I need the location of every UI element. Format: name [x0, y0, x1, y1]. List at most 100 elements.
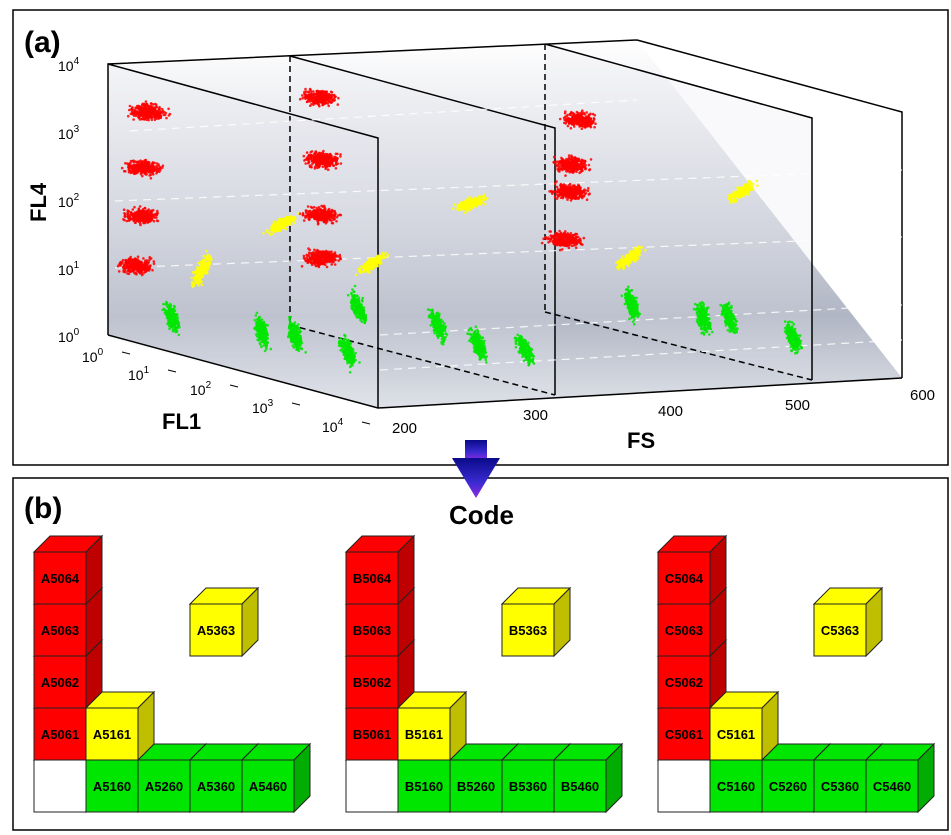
point: [284, 227, 288, 231]
point: [133, 267, 136, 270]
point: [321, 91, 325, 95]
point: [567, 240, 570, 243]
point: [465, 203, 469, 207]
point: [615, 261, 618, 264]
point: [141, 174, 144, 178]
point: [312, 251, 315, 254]
point: [142, 213, 146, 217]
point: [330, 250, 333, 253]
point: [161, 166, 164, 169]
point: [152, 260, 156, 263]
point: [628, 260, 631, 263]
point: [585, 111, 588, 114]
point: [151, 103, 155, 106]
point: [339, 153, 342, 156]
point: [337, 96, 340, 100]
point: [200, 265, 203, 268]
point: [566, 187, 569, 190]
point: [570, 163, 573, 167]
point: [317, 264, 320, 268]
point: [337, 259, 340, 262]
point: [120, 166, 124, 170]
point: [322, 252, 325, 256]
point: [473, 196, 476, 200]
point: [281, 218, 285, 221]
point: [272, 220, 276, 223]
point: [309, 261, 313, 264]
point: [191, 270, 195, 274]
point: [325, 265, 329, 269]
point: [289, 215, 293, 218]
point: [582, 162, 586, 165]
point: [369, 257, 372, 260]
point: [268, 231, 271, 235]
point: [199, 268, 202, 272]
point: [326, 168, 330, 171]
point: [571, 115, 574, 118]
point: [451, 207, 455, 210]
point: [129, 112, 133, 116]
point: [161, 164, 165, 167]
point: [135, 106, 139, 110]
point: [307, 157, 311, 161]
point: [580, 121, 584, 124]
point: [301, 94, 304, 97]
point: [130, 109, 134, 113]
point: [162, 113, 165, 117]
point: [140, 162, 143, 166]
point: [624, 259, 627, 263]
point: [568, 118, 571, 122]
point: [591, 112, 595, 116]
point: [552, 242, 556, 246]
point: [155, 172, 158, 175]
point: [336, 103, 340, 106]
point: [469, 197, 472, 201]
point: [637, 257, 640, 260]
point: [296, 212, 300, 215]
point: [329, 155, 333, 159]
point: [146, 164, 149, 168]
point: [632, 256, 635, 259]
point: [153, 161, 156, 165]
point: [202, 254, 206, 258]
point: [331, 216, 334, 219]
point: [133, 111, 137, 114]
point: [137, 169, 140, 173]
point: [316, 102, 320, 106]
point: [566, 198, 569, 201]
point: [593, 125, 596, 129]
point: [152, 111, 156, 114]
point: [199, 281, 202, 284]
point: [131, 208, 135, 211]
point: [549, 230, 552, 233]
point: [150, 109, 153, 113]
point: [134, 215, 138, 219]
point: [126, 213, 130, 217]
point: [127, 166, 131, 169]
point: [151, 268, 154, 272]
point: [329, 258, 333, 261]
point: [575, 110, 579, 114]
dashed-floor: [544, 311, 813, 381]
point: [195, 280, 199, 283]
point: [317, 165, 321, 169]
point: [554, 231, 558, 235]
point: [576, 120, 579, 124]
point: [333, 263, 337, 266]
point: [128, 108, 131, 112]
point: [339, 257, 343, 261]
point: [309, 256, 313, 260]
point: [563, 161, 566, 164]
point: [144, 100, 148, 103]
point: [320, 152, 324, 155]
point: [128, 104, 132, 108]
cluster: [116, 255, 156, 277]
point: [143, 167, 146, 170]
point: [381, 251, 384, 255]
point: [376, 257, 380, 261]
point: [200, 283, 204, 287]
point: [572, 160, 576, 164]
point: [132, 118, 135, 121]
point: [141, 218, 144, 222]
